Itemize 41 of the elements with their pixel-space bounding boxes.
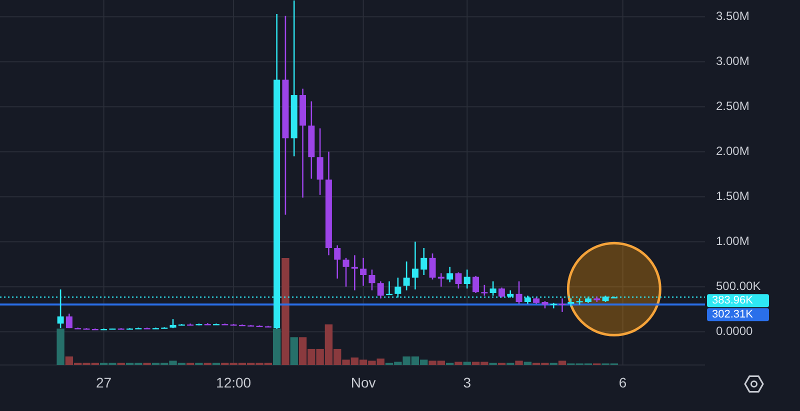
y-tick-label: 2.50M bbox=[716, 98, 750, 113]
candlestick bbox=[403, 260, 410, 291]
y-tick-label: 1.50M bbox=[716, 188, 750, 203]
bar bbox=[515, 360, 523, 365]
x-tick-label: 3 bbox=[463, 374, 472, 391]
x-tick-label: 6 bbox=[618, 374, 627, 391]
candlestick bbox=[429, 252, 436, 280]
candlestick bbox=[66, 313, 72, 329]
candlestick bbox=[472, 275, 480, 294]
ref-line-label: 302.31K bbox=[712, 308, 754, 321]
bar bbox=[56, 328, 64, 365]
candlestick bbox=[464, 268, 470, 290]
y-tick-label: 3.00M bbox=[716, 54, 750, 68]
y-tick-label: 2.00M bbox=[716, 144, 750, 158]
candlestick bbox=[516, 280, 522, 304]
bar bbox=[272, 328, 281, 365]
candlestick bbox=[368, 268, 376, 291]
bar bbox=[454, 362, 462, 365]
y-tick-label: 0.0000 bbox=[716, 324, 754, 338]
candlestick bbox=[420, 247, 428, 276]
y-tick-label: 500.00K bbox=[716, 278, 761, 293]
candlestick bbox=[498, 286, 505, 298]
candlestick bbox=[316, 128, 324, 196]
y-tick-label: 3.50M bbox=[716, 8, 750, 23]
candlestick bbox=[455, 272, 462, 290]
candlestick bbox=[360, 257, 367, 286]
bar bbox=[524, 362, 532, 365]
candlestick bbox=[334, 244, 341, 280]
y-tick-label: 1.00M bbox=[716, 234, 750, 248]
candlestick bbox=[446, 266, 454, 283]
candlestick bbox=[412, 241, 418, 290]
candlestick bbox=[481, 284, 488, 296]
x-tick-label: Nov bbox=[350, 374, 376, 391]
candlestick bbox=[377, 280, 384, 300]
x-tick-label: 27 bbox=[96, 374, 112, 391]
candlestick bbox=[342, 257, 350, 288]
bar bbox=[290, 337, 298, 365]
x-tick-label: 12:00 bbox=[216, 374, 252, 391]
ref-line-label: 383.96K bbox=[712, 294, 754, 307]
bar bbox=[558, 360, 566, 365]
bar bbox=[463, 362, 471, 365]
